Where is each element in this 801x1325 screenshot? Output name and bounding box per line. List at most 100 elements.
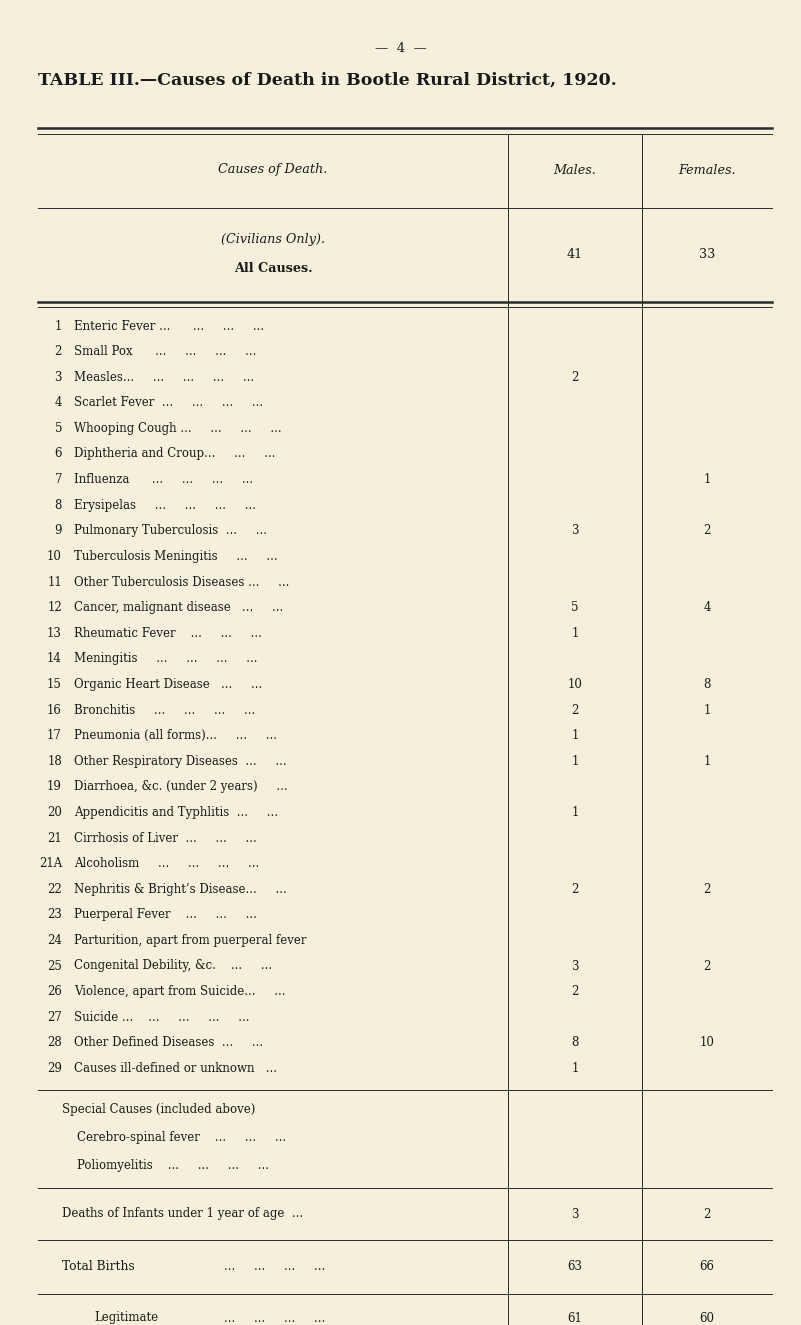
Text: Meningitis     ...     ...     ...     ...: Meningitis ... ... ... ... — [74, 652, 257, 665]
Text: 63: 63 — [567, 1260, 582, 1272]
Text: 2: 2 — [703, 882, 710, 896]
Text: 20: 20 — [47, 806, 62, 819]
Text: Causes ill-defined or unknown   ...: Causes ill-defined or unknown ... — [74, 1061, 277, 1075]
Text: Measles...     ...     ...     ...     ...: Measles... ... ... ... ... — [74, 371, 254, 384]
Text: 16: 16 — [47, 704, 62, 717]
Text: 41: 41 — [567, 248, 583, 261]
Text: Congenital Debility, &c.    ...     ...: Congenital Debility, &c. ... ... — [74, 959, 272, 973]
Text: Small Pox      ...     ...     ...     ...: Small Pox ... ... ... ... — [74, 344, 256, 358]
Text: Enteric Fever ...      ...     ...     ...: Enteric Fever ... ... ... ... — [74, 319, 264, 333]
Text: Parturition, apart from puerperal fever: Parturition, apart from puerperal fever — [74, 934, 307, 947]
Text: 1: 1 — [571, 755, 578, 767]
Text: 1: 1 — [703, 704, 710, 717]
Text: Females.: Females. — [678, 163, 736, 176]
Text: 2: 2 — [571, 882, 578, 896]
Text: 5: 5 — [54, 421, 62, 435]
Text: 1: 1 — [54, 319, 62, 333]
Text: 6: 6 — [54, 448, 62, 461]
Text: 1: 1 — [571, 1061, 578, 1075]
Text: Organic Heart Disease   ...     ...: Organic Heart Disease ... ... — [74, 678, 262, 690]
Text: 2: 2 — [571, 984, 578, 998]
Text: Appendicitis and Typhlitis  ...     ...: Appendicitis and Typhlitis ... ... — [74, 806, 278, 819]
Text: Diarrhoea, &c. (under 2 years)     ...: Diarrhoea, &c. (under 2 years) ... — [74, 780, 288, 794]
Text: Cirrhosis of Liver  ...     ...     ...: Cirrhosis of Liver ... ... ... — [74, 832, 257, 844]
Text: Bronchitis     ...     ...     ...     ...: Bronchitis ... ... ... ... — [74, 704, 256, 717]
Text: 9: 9 — [54, 525, 62, 538]
Text: 22: 22 — [47, 882, 62, 896]
Text: Influenza      ...     ...     ...     ...: Influenza ... ... ... ... — [74, 473, 253, 486]
Text: Total Births: Total Births — [62, 1260, 135, 1272]
Text: Other Respiratory Diseases  ...     ...: Other Respiratory Diseases ... ... — [74, 755, 287, 767]
Text: 2: 2 — [571, 371, 578, 384]
Text: 3: 3 — [571, 959, 579, 973]
Text: 2: 2 — [703, 1207, 710, 1220]
Text: 1: 1 — [571, 729, 578, 742]
Text: 10: 10 — [47, 550, 62, 563]
Text: (Civilians Only).: (Civilians Only). — [221, 233, 325, 246]
Text: Causes of Death.: Causes of Death. — [219, 163, 328, 176]
Text: 14: 14 — [47, 652, 62, 665]
Text: 24: 24 — [47, 934, 62, 947]
Text: 8: 8 — [703, 678, 710, 690]
Text: 29: 29 — [47, 1061, 62, 1075]
Text: 23: 23 — [47, 909, 62, 921]
Text: 61: 61 — [568, 1312, 582, 1325]
Text: Other Tuberculosis Diseases ...     ...: Other Tuberculosis Diseases ... ... — [74, 575, 289, 588]
Text: Rheumatic Fever    ...     ...     ...: Rheumatic Fever ... ... ... — [74, 627, 262, 640]
Text: 1: 1 — [703, 755, 710, 767]
Text: 4: 4 — [54, 396, 62, 409]
Text: 8: 8 — [54, 498, 62, 511]
Text: Suicide ...    ...     ...     ...     ...: Suicide ... ... ... ... ... — [74, 1011, 249, 1024]
Text: Cancer, malignant disease   ...     ...: Cancer, malignant disease ... ... — [74, 602, 284, 613]
Text: ...     ...     ...     ...: ... ... ... ... — [224, 1260, 325, 1272]
Text: 21A: 21A — [38, 857, 62, 871]
Text: 19: 19 — [47, 780, 62, 794]
Text: 10: 10 — [568, 678, 582, 690]
Text: 17: 17 — [47, 729, 62, 742]
Text: Nephritis & Bright’s Disease...     ...: Nephritis & Bright’s Disease... ... — [74, 882, 287, 896]
Text: 60: 60 — [699, 1312, 714, 1325]
Text: ...     ...     ...     ...: ... ... ... ... — [224, 1312, 325, 1325]
Text: 3: 3 — [571, 525, 579, 538]
Text: 12: 12 — [47, 602, 62, 613]
Text: 1: 1 — [571, 806, 578, 819]
Text: 10: 10 — [699, 1036, 714, 1049]
Text: 28: 28 — [47, 1036, 62, 1049]
Text: Deaths of Infants under 1 year of age  ...: Deaths of Infants under 1 year of age ..… — [62, 1207, 303, 1220]
Text: TABLE III.—Causes of Death in Bootle Rural District, 1920.: TABLE III.—Causes of Death in Bootle Rur… — [38, 72, 617, 89]
Text: 13: 13 — [47, 627, 62, 640]
Text: Cerebro-spinal fever    ...     ...     ...: Cerebro-spinal fever ... ... ... — [62, 1132, 286, 1145]
Text: 8: 8 — [571, 1036, 578, 1049]
Text: Legitimate: Legitimate — [94, 1312, 158, 1325]
Text: Violence, apart from Suicide...     ...: Violence, apart from Suicide... ... — [74, 984, 285, 998]
Text: Tuberculosis Meningitis     ...     ...: Tuberculosis Meningitis ... ... — [74, 550, 278, 563]
Text: Erysipelas     ...     ...     ...     ...: Erysipelas ... ... ... ... — [74, 498, 256, 511]
Text: 1: 1 — [571, 627, 578, 640]
Text: 21: 21 — [47, 832, 62, 844]
Text: Alcoholism     ...     ...     ...     ...: Alcoholism ... ... ... ... — [74, 857, 260, 871]
Text: Special Causes (included above): Special Causes (included above) — [62, 1104, 256, 1117]
Text: Whooping Cough ...     ...     ...     ...: Whooping Cough ... ... ... ... — [74, 421, 282, 435]
Text: 7: 7 — [54, 473, 62, 486]
Text: Diphtheria and Croup...     ...     ...: Diphtheria and Croup... ... ... — [74, 448, 276, 461]
Text: Other Defined Diseases  ...     ...: Other Defined Diseases ... ... — [74, 1036, 263, 1049]
Text: 4: 4 — [703, 602, 710, 613]
Text: 33: 33 — [699, 248, 715, 261]
Text: 26: 26 — [47, 984, 62, 998]
Text: 66: 66 — [699, 1260, 714, 1272]
Text: 3: 3 — [54, 371, 62, 384]
Text: All Causes.: All Causes. — [234, 261, 312, 274]
Text: Males.: Males. — [553, 163, 597, 176]
Text: Scarlet Fever  ...     ...     ...     ...: Scarlet Fever ... ... ... ... — [74, 396, 263, 409]
Text: Pulmonary Tuberculosis  ...     ...: Pulmonary Tuberculosis ... ... — [74, 525, 267, 538]
Text: 15: 15 — [47, 678, 62, 690]
Text: Pneumonia (all forms)...     ...     ...: Pneumonia (all forms)... ... ... — [74, 729, 277, 742]
Text: 27: 27 — [47, 1011, 62, 1024]
Text: 2: 2 — [571, 704, 578, 717]
Text: 11: 11 — [47, 575, 62, 588]
Text: 2: 2 — [703, 525, 710, 538]
Text: 2: 2 — [54, 344, 62, 358]
Text: Puerperal Fever    ...     ...     ...: Puerperal Fever ... ... ... — [74, 909, 257, 921]
Text: 3: 3 — [571, 1207, 579, 1220]
Text: 1: 1 — [703, 473, 710, 486]
